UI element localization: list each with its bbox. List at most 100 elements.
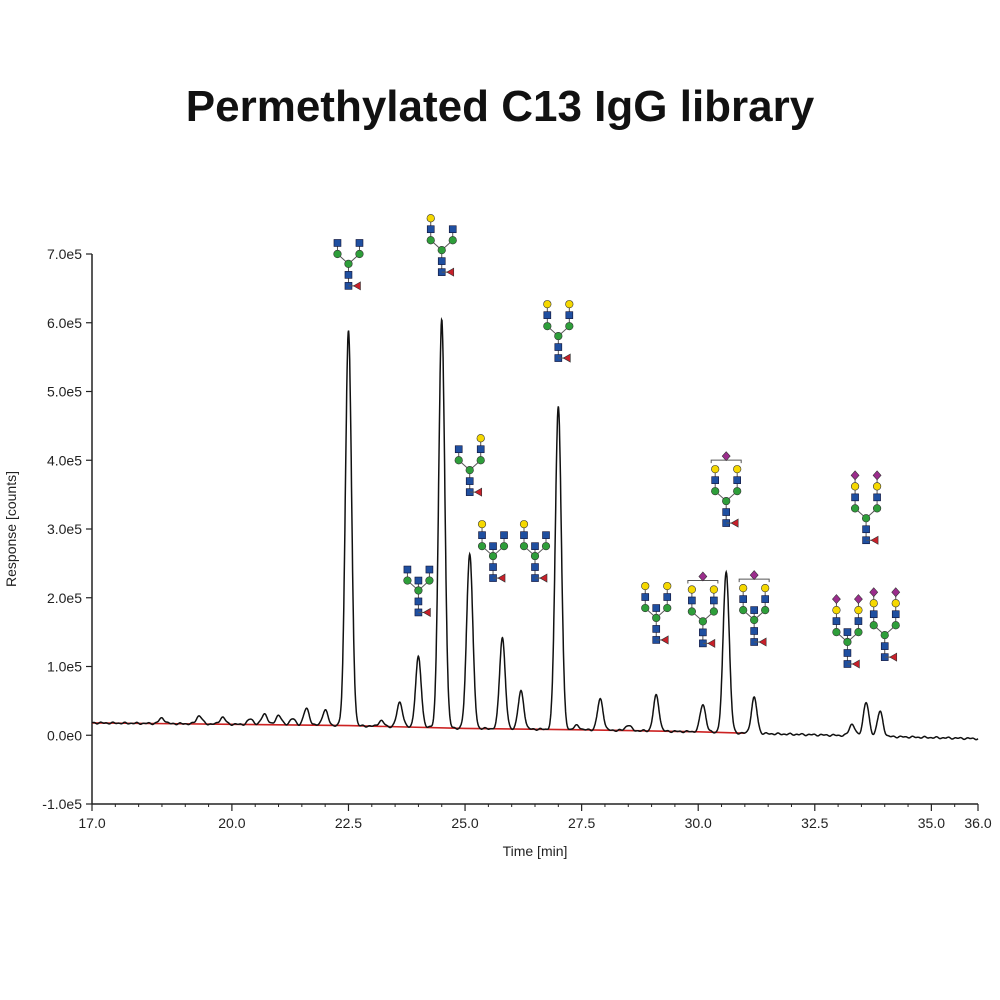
x-tick-label: 36.0 xyxy=(964,815,991,831)
mannose-circle-icon xyxy=(344,259,353,268)
glcnac-square-icon xyxy=(426,225,435,234)
fucose-triangle-icon xyxy=(758,637,767,647)
neuac-diamond-icon xyxy=(869,587,879,598)
glycan-structure-icon xyxy=(641,581,672,645)
chromatogram-trace xyxy=(91,317,979,741)
glcnac-square-icon xyxy=(832,617,841,625)
galactose-circle-icon xyxy=(426,214,435,223)
mannose-circle-icon xyxy=(448,236,457,245)
y-tick-label: 1.0e5 xyxy=(47,659,82,675)
glycan-structure-icon xyxy=(543,300,574,363)
glycan-structure-icon xyxy=(869,587,901,662)
glcnac-square-icon xyxy=(739,595,747,603)
mannose-circle-icon xyxy=(891,621,900,630)
glycan-structure-icon xyxy=(687,571,719,648)
glycan-structure-icon xyxy=(850,470,882,545)
mannose-circle-icon xyxy=(477,542,487,551)
glycan-structure-icon xyxy=(477,520,509,583)
mannose-circle-icon xyxy=(426,236,435,245)
mannose-circle-icon xyxy=(543,322,552,331)
glcnac-square-icon xyxy=(465,477,474,485)
glycan-structure-icon xyxy=(832,594,863,669)
glcnac-square-icon xyxy=(476,445,485,454)
galactose-circle-icon xyxy=(733,465,742,474)
mannose-circle-icon xyxy=(541,542,551,551)
glcnac-square-icon xyxy=(652,604,661,612)
fucose-triangle-icon xyxy=(422,607,431,617)
glcnac-square-icon xyxy=(344,271,353,279)
y-tick-label: 5.0e5 xyxy=(47,384,82,400)
fucose-triangle-icon xyxy=(446,267,455,277)
mannose-circle-icon xyxy=(403,576,412,585)
y-tick-label: 6.0e5 xyxy=(47,315,82,331)
glcnac-square-icon xyxy=(891,610,900,619)
neuac-diamond-icon xyxy=(891,587,901,598)
fucose-triangle-icon xyxy=(730,518,739,528)
galactose-circle-icon xyxy=(850,482,860,491)
galactose-circle-icon xyxy=(854,605,863,615)
mannose-circle-icon xyxy=(711,487,720,496)
x-tick-label: 32.5 xyxy=(801,815,828,831)
galactose-circle-icon xyxy=(709,585,718,594)
x-tick-label: 30.0 xyxy=(685,815,712,831)
mannose-circle-icon xyxy=(414,586,423,595)
glycan-structure-icon xyxy=(403,565,434,617)
x-tick-label: 25.0 xyxy=(451,815,478,831)
glycan-structure-icon xyxy=(519,520,551,583)
neuac-diamond-icon xyxy=(832,594,841,605)
y-tick-label: 4.0e5 xyxy=(47,452,82,468)
glcnac-square-icon xyxy=(565,311,574,319)
glcnac-square-icon xyxy=(761,595,769,603)
mannose-circle-icon xyxy=(850,504,860,513)
x-tick-label: 27.5 xyxy=(568,815,595,831)
glycan-structure-icon xyxy=(738,570,770,647)
y-tick-label: -1.0e5 xyxy=(42,796,82,812)
glcnac-square-icon xyxy=(733,476,741,484)
galactose-circle-icon xyxy=(891,599,900,608)
trace-layer xyxy=(91,317,979,741)
mannose-circle-icon xyxy=(476,456,485,465)
glcnac-square-icon xyxy=(722,508,730,516)
galactose-circle-icon xyxy=(711,465,720,474)
mannose-circle-icon xyxy=(554,331,563,341)
glcnac-square-icon xyxy=(688,596,696,605)
fucose-triangle-icon xyxy=(474,487,483,497)
glcnac-square-icon xyxy=(750,627,758,635)
neuac-diamond-icon xyxy=(850,470,860,481)
y-tick-label: 0.0e0 xyxy=(47,727,82,743)
glycan-structure-icon xyxy=(426,214,457,277)
mannose-circle-icon xyxy=(869,621,878,630)
neuac-diamond-icon xyxy=(721,451,731,462)
glcnac-square-icon xyxy=(699,628,707,637)
mannose-circle-icon xyxy=(761,605,770,615)
galactose-circle-icon xyxy=(543,300,552,309)
galactose-circle-icon xyxy=(565,300,574,309)
glcnac-square-icon xyxy=(454,445,463,454)
fucose-triangle-icon xyxy=(497,573,506,583)
glcnac-square-icon xyxy=(478,531,486,539)
x-tick-label: 22.5 xyxy=(335,815,362,831)
glcnac-square-icon xyxy=(437,257,446,265)
mannose-circle-icon xyxy=(565,322,574,331)
galactose-circle-icon xyxy=(477,520,487,529)
x-tick-label: 17.0 xyxy=(78,815,105,831)
y-ticks: -1.0e5 0.0e0 1.0e5 2.0e5 3.0e5 4.0e5 5.0e5 6.0e… xyxy=(42,246,92,812)
fucose-triangle-icon xyxy=(562,353,571,363)
fucose-triangle-icon xyxy=(352,281,361,291)
glcnac-square-icon xyxy=(543,311,552,319)
glycan-structure-icon xyxy=(710,451,742,528)
glcnac-square-icon xyxy=(851,493,859,502)
glcnac-square-icon xyxy=(542,531,550,539)
mannose-circle-icon xyxy=(530,551,540,561)
galactose-circle-icon xyxy=(739,583,748,593)
y-axis-title: Response [counts] xyxy=(3,471,19,587)
galactose-circle-icon xyxy=(869,599,878,608)
fucose-triangle-icon xyxy=(707,638,716,648)
galactose-circle-icon xyxy=(761,583,770,593)
x-ticks: 17.0 20.0 22.5 25.0 27.5 30.0 32.5 35.0 36.0 xyxy=(78,804,992,831)
mannose-circle-icon xyxy=(465,466,474,475)
mannose-circle-icon xyxy=(832,627,841,637)
mannose-circle-icon xyxy=(872,504,882,513)
glcnac-square-icon xyxy=(873,493,881,502)
